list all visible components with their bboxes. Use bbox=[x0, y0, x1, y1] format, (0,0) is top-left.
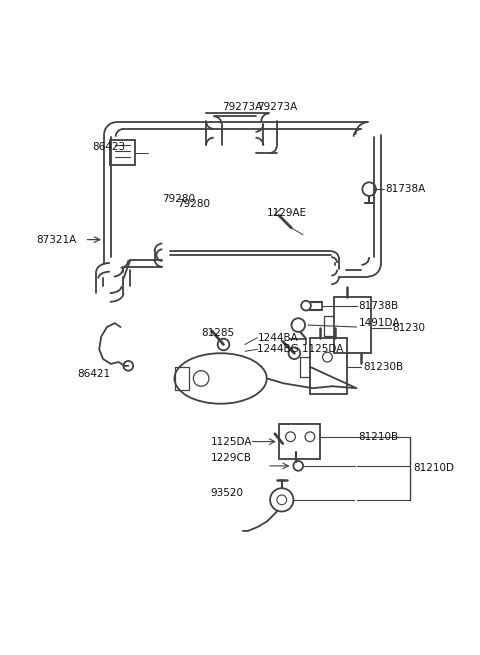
Text: 79273A: 79273A bbox=[223, 102, 263, 111]
Text: 86423: 86423 bbox=[92, 142, 126, 153]
Bar bbox=[175, 367, 189, 390]
Text: 86421: 86421 bbox=[77, 369, 110, 379]
Text: 1491DA: 1491DA bbox=[359, 318, 400, 328]
Text: 81738B: 81738B bbox=[359, 301, 399, 310]
Text: 1229CB: 1229CB bbox=[211, 453, 252, 463]
Bar bbox=[310, 338, 347, 394]
Text: 81738A: 81738A bbox=[385, 184, 426, 194]
Text: 79280: 79280 bbox=[177, 198, 210, 209]
Text: 81230B: 81230B bbox=[363, 362, 404, 372]
Text: 93520: 93520 bbox=[211, 488, 244, 498]
Text: 81285: 81285 bbox=[201, 328, 234, 338]
Bar bbox=[334, 297, 371, 353]
Bar bbox=[279, 424, 320, 459]
Text: 1244BA: 1244BA bbox=[257, 333, 298, 343]
Text: 1125DA: 1125DA bbox=[211, 437, 252, 447]
Text: 81210B: 81210B bbox=[359, 432, 398, 441]
Text: 81230: 81230 bbox=[393, 323, 425, 333]
Text: 87321A: 87321A bbox=[36, 234, 76, 244]
Text: 81210D: 81210D bbox=[413, 463, 454, 473]
Text: 79273A: 79273A bbox=[257, 102, 298, 111]
Bar bbox=[110, 140, 135, 165]
Text: 1129AE: 1129AE bbox=[267, 208, 307, 218]
Text: 79280: 79280 bbox=[162, 194, 195, 204]
Text: 1244BG 1125DA: 1244BG 1125DA bbox=[257, 345, 344, 354]
